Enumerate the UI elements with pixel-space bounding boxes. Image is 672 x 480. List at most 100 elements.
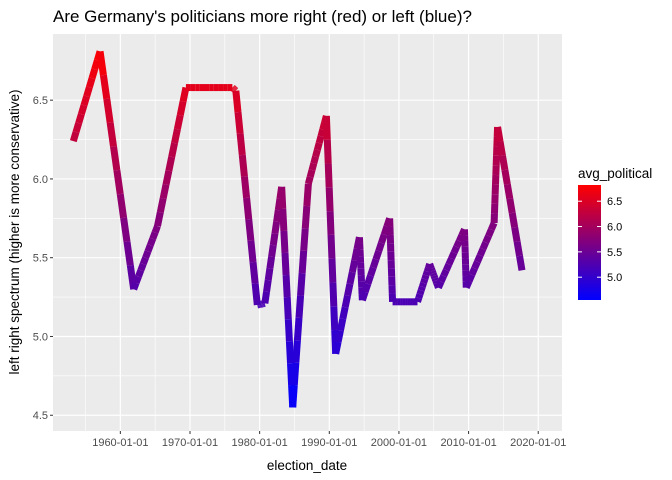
line-segment-s2-1 [310,155,319,165]
y-tick-label: 5.0 [33,331,48,343]
line-segment-s1-11 [297,272,306,296]
line-segment-s2-9 [430,274,439,280]
line-segment-s2-5 [359,290,369,302]
line-segment-s1-7 [236,133,246,156]
line-segment-s2-10 [440,268,450,278]
line-segment-s2-8 [417,285,426,292]
line-segment-s1-4 [171,128,181,144]
y-tick-label: 4.5 [33,410,48,422]
line-segment-s2-2 [327,234,336,259]
line-segment-s1-11 [293,317,303,341]
legend-break-label: 6.0 [607,222,622,234]
line-segment-s2-5 [380,225,391,236]
line-segment-s1-1 [77,104,88,116]
line-segment-s2-9 [426,262,434,268]
line-segment-s1-1 [80,95,91,107]
line-segment-s1-7 [247,240,257,263]
line-segment-s1-11 [298,250,308,274]
line-segment-s1-3 [149,231,159,241]
line-segment-s2-3 [332,341,342,355]
line-segment-s2-14 [506,198,516,214]
line-segment-s2-2 [329,282,338,307]
legend-break-label: 5.5 [607,247,622,259]
line-segment-s2-10 [450,245,460,255]
line-segment-s2-5 [378,233,388,245]
line-segment-s1-4 [162,170,173,186]
line-segment-s2-1 [317,128,327,138]
line-segment-s2-2 [324,163,333,188]
y-tick-label: 5.5 [33,253,48,265]
y-axis-label: left right spectrum (higher is more cons… [7,89,22,374]
line-segment-s2-12 [479,241,489,251]
x-tick-label: 2020-01-01 [510,437,566,449]
y-tick-label: 6.5 [33,95,48,107]
line-segment-s2-5 [367,266,377,277]
line-segment-s2-1 [314,142,323,151]
line-segment-s1-9 [268,244,277,258]
line-segment-s1-2 [103,98,114,124]
line-segment-s2-3 [344,283,354,297]
line-segment-s2-8 [420,278,429,284]
line-segment-s1-11 [303,183,312,207]
line-segment-s2-1 [308,162,318,172]
line-segment-s1-3 [139,256,149,266]
line-segment-s1-4 [165,156,176,172]
line-segment-s2-12 [482,234,492,244]
line-segment-s1-4 [159,183,170,200]
line-segment-s1-2 [123,241,134,266]
line-segment-s2-12 [485,228,495,238]
y-axis: 4.5 5.0 5.5 6.0 6.5 [33,95,53,422]
line-segment-s1-1 [88,68,99,80]
legend-break-label: 6.5 [607,196,622,208]
line-segment-s1-10 [280,230,289,254]
y-tick-label: 6.0 [33,174,48,186]
line-segment-s2-8 [422,270,431,277]
line-segment-s2-14 [513,241,523,257]
line-segment-s2-9 [427,265,435,270]
line-segment-s1-10 [285,341,295,364]
line-segment-s1-7 [249,261,259,284]
line-segment-s1-11 [290,362,300,386]
line-segment-s2-10 [453,239,463,249]
line-segment-s1-10 [284,318,293,342]
line-segment-s1-2 [99,74,111,100]
line-segment-s1-2 [113,169,124,195]
line-segment-s1-1 [86,77,96,89]
line-segment-s2-9 [431,276,440,282]
line-segment-s1-7 [245,218,255,242]
line-segment-s1-4 [179,86,190,103]
line-segment-s1-10 [278,186,287,210]
line-segment-s2-1 [315,135,325,144]
line-segment-s1-7 [238,154,248,177]
line-segment-s1-4 [168,142,178,158]
line-segment-s2-10 [435,280,445,290]
line-segment-s2-8 [415,293,424,300]
line-segment-s2-5 [361,282,372,294]
line-segment-s1-9 [266,256,276,269]
line-segment-s2-3 [334,329,344,343]
line-segment-s2-8 [419,281,427,288]
line-segment-s2-12 [474,253,484,264]
line-segment-s1-2 [96,50,107,76]
line-segment-s2-12 [465,273,476,283]
line-segment-s2-10 [448,251,458,260]
line-segment-s2-12 [476,247,487,257]
line-segment-s1-7 [232,90,242,113]
line-segment-s2-14 [508,212,519,228]
line-segment-s1-4 [176,100,187,116]
line-segment-s1-7 [251,283,261,306]
line-segment-s2-2 [322,115,331,140]
line-segment-s2-3 [339,306,349,320]
line-segment-s2-3 [341,294,351,308]
line-segment-s2-5 [364,274,374,285]
line-segment-s1-2 [120,217,131,243]
x-tick-label: 2010-01-01 [440,437,496,449]
legend-break-label: 5.0 [607,272,622,284]
line-segment-s1-1 [69,131,80,143]
line-segment-s2-14 [501,169,511,185]
line-segment-s2-9 [432,279,440,285]
line-segment-s1-3 [137,262,147,272]
line-segment-s1-3 [130,281,140,291]
line-segment-s1-11 [289,384,298,408]
